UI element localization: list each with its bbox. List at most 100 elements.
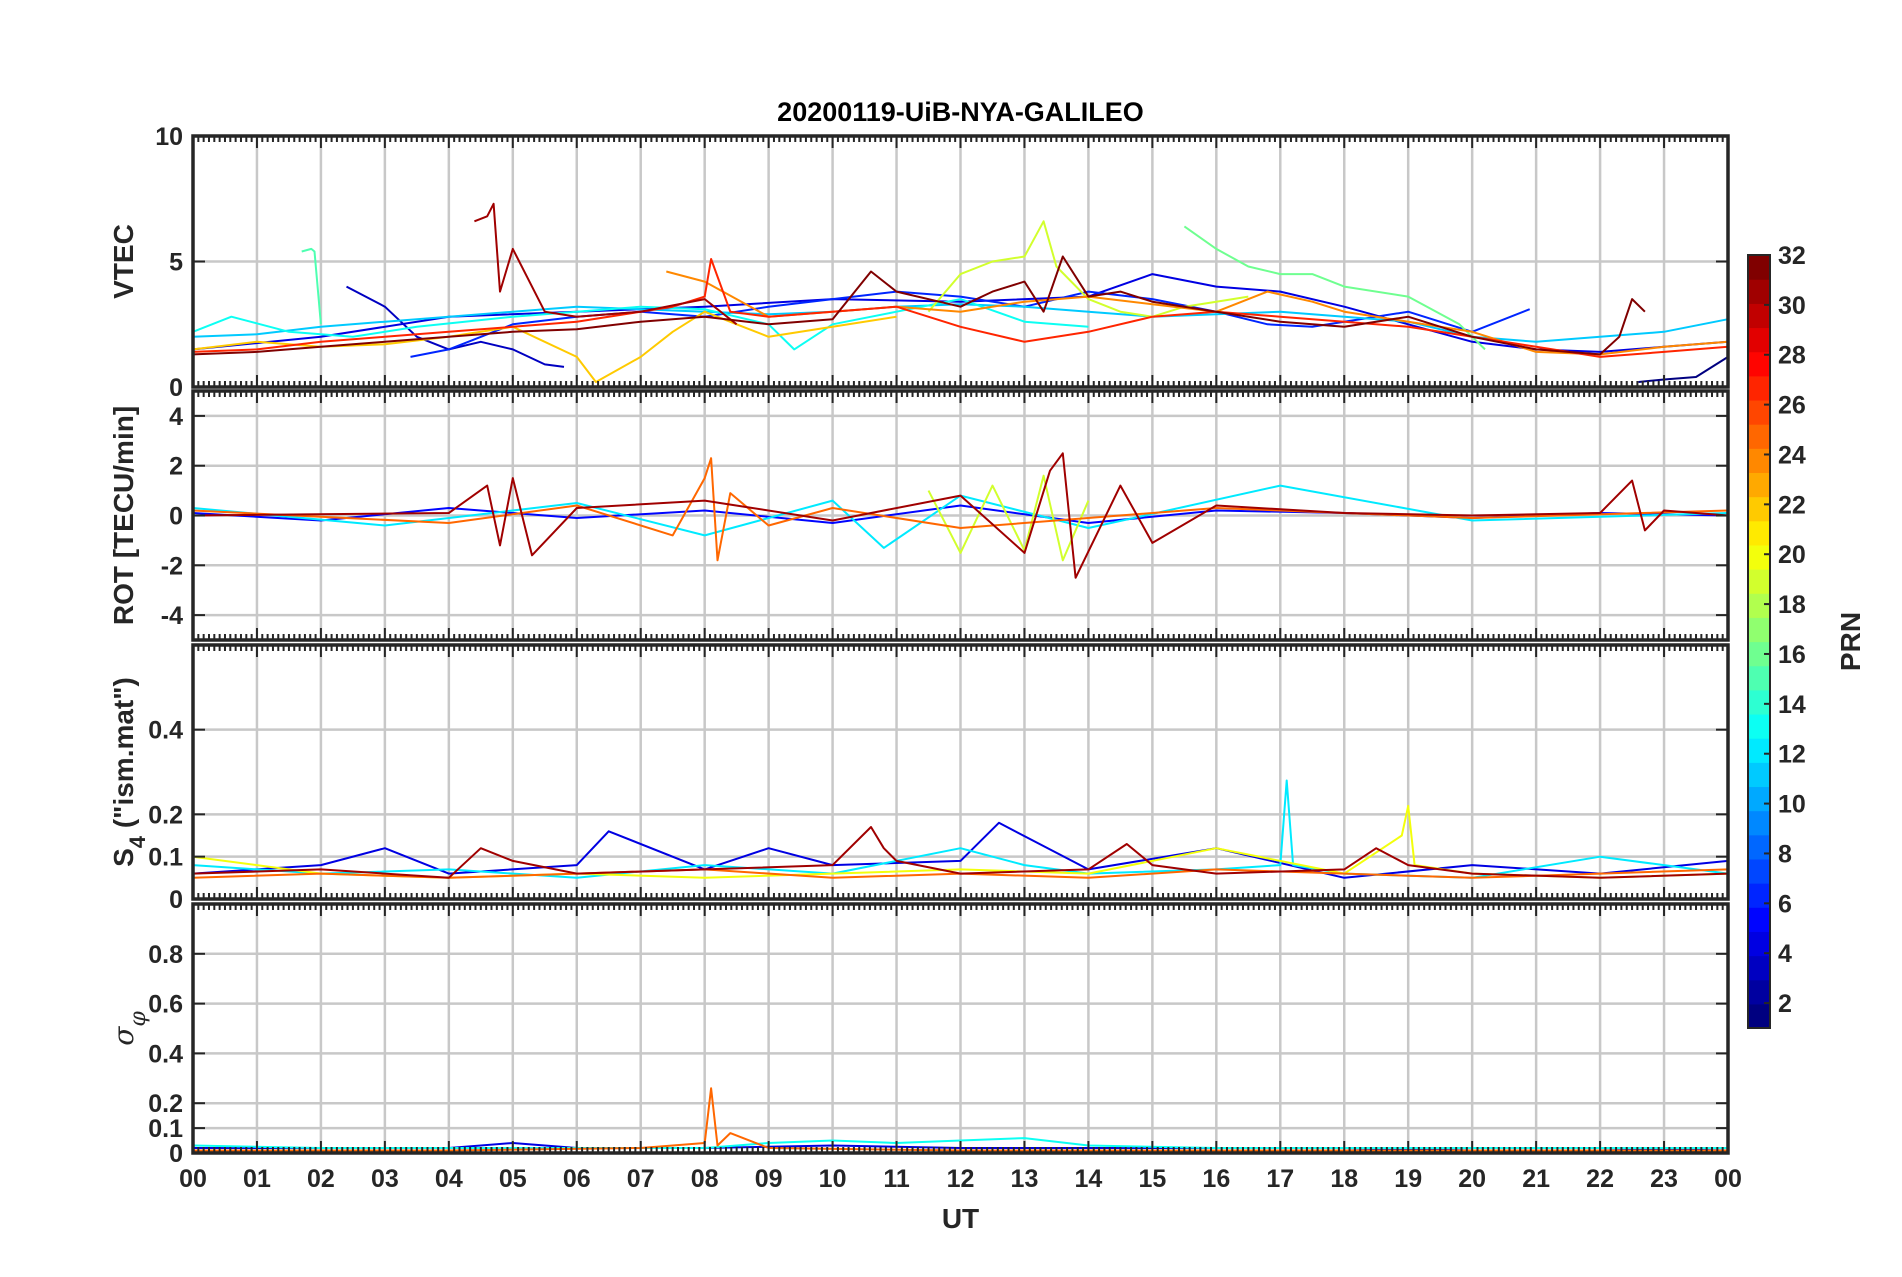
colorbar-segment: [1748, 907, 1770, 932]
colorbar-tick-label: 14: [1778, 691, 1806, 719]
series-prn-31: [192, 826, 1729, 879]
colorbar-tick-label: 18: [1778, 591, 1806, 619]
x-tick-label: 06: [563, 1165, 591, 1193]
colorbar-segment: [1748, 327, 1770, 353]
x-tick-label: 18: [1330, 1165, 1358, 1193]
y-axis-label-main: σ: [107, 1026, 140, 1046]
colorbar-segment: [1748, 858, 1770, 884]
y-tick-label: -2: [161, 552, 183, 580]
x-tick-label: 16: [1202, 1165, 1230, 1193]
series-prn-31: [192, 452, 1729, 579]
y-axis-label-s4: S4 ("ism.mat"): [108, 677, 150, 867]
x-tick-label: 08: [691, 1165, 719, 1193]
y-axis-label-rest: ("ism.mat"): [108, 677, 139, 836]
colorbar-tick-label: 8: [1778, 840, 1792, 868]
x-tick-label: 12: [947, 1165, 975, 1193]
y-tick-label: 0.6: [148, 991, 183, 1019]
colorbar-segment: [1748, 399, 1770, 425]
x-tick-label: 00: [1714, 1165, 1742, 1193]
colorbar-segment: [1748, 931, 1770, 957]
colorbar-segment: [1748, 810, 1770, 836]
colorbar-segment: [1748, 883, 1770, 908]
colorbar-segment: [1748, 738, 1770, 763]
colorbar-segment: [1748, 955, 1770, 981]
y-tick-label: 10: [155, 123, 183, 151]
colorbar-segment: [1748, 424, 1770, 449]
y-tick-label: 0: [169, 374, 183, 402]
series-prn-19: [927, 474, 1090, 562]
y-axis-label-main: S: [108, 848, 139, 867]
colorbar-label: PRN: [1835, 612, 1866, 671]
colorbar-segment: [1748, 713, 1770, 739]
x-tick-label: 11: [883, 1165, 910, 1193]
series-prn-13: [192, 298, 1089, 351]
x-tick-label: 15: [1138, 1165, 1166, 1193]
x-axis-label: UT: [942, 1203, 979, 1234]
colorbar-segment: [1748, 472, 1770, 498]
colorbar-segment: [1748, 375, 1770, 401]
series-prn-32: [192, 255, 1646, 356]
x-tick-label: 14: [1075, 1165, 1103, 1193]
colorbar-segment: [1748, 617, 1770, 643]
colorbar-segment: [1748, 593, 1770, 618]
series-prn-25: [192, 457, 1729, 562]
y-tick-label: 0.8: [148, 941, 183, 969]
series-prn-3: [346, 285, 565, 368]
colorbar-segment: [1748, 351, 1770, 377]
x-tick-labels: 00 01 02 03 04 05 06 07 08 09 10 11 12 13 14 15 16 17 18 19…: [179, 1165, 1742, 1193]
colorbar-tick-label: 10: [1778, 791, 1806, 819]
colorbar-tick-label: 32: [1778, 242, 1806, 270]
y-tick-label: 4: [169, 403, 183, 431]
colorbar-segment: [1748, 448, 1770, 474]
panel-rot: -4 -2 0 2 4 ROT [TECU/min]: [108, 389, 1730, 642]
colorbar-tick-label: 4: [1778, 940, 1792, 968]
colorbar-tick-label: 16: [1778, 641, 1806, 669]
colorbar-segment: [1748, 786, 1770, 812]
y-tick-label: 0.2: [148, 801, 183, 829]
x-tick-label: 23: [1650, 1165, 1678, 1193]
colorbar-segment: [1748, 665, 1770, 691]
y-tick-label: 0.4: [148, 1040, 183, 1068]
y-tick-label: 0: [169, 886, 183, 914]
y-tick-label: 0.1: [148, 1115, 183, 1143]
x-tick-label: 10: [819, 1165, 847, 1193]
x-tick-label: 13: [1011, 1165, 1039, 1193]
y-axis-label-sub: φ: [126, 1011, 151, 1027]
colorbar-tick-label: 2: [1778, 990, 1792, 1018]
y-axis-label-rot: ROT [TECU/min]: [108, 406, 139, 625]
colorbar-tick-label: 6: [1778, 890, 1792, 918]
colorbar-tick-label: 28: [1778, 342, 1806, 370]
colorbar-tick-label: 26: [1778, 392, 1806, 420]
colorbar-tick-label: 24: [1778, 441, 1806, 469]
colorbar-segment: [1748, 279, 1770, 304]
y-axis-label-vtec: VTEC: [108, 224, 139, 299]
x-tick-label: 05: [499, 1165, 527, 1193]
y-tick-label: 2: [169, 453, 183, 481]
x-tick-label: 22: [1586, 1165, 1614, 1193]
x-tick-label: 20: [1458, 1165, 1486, 1193]
panel-s4: 00.10.20.4S4 ("ism.mat"): [108, 643, 1730, 914]
colorbar-tick-label: 22: [1778, 491, 1806, 519]
colorbar-segment: [1748, 979, 1770, 1005]
colorbar-segment: [1748, 641, 1770, 667]
colorbar-segment: [1748, 255, 1770, 280]
colorbar-tick-label: 12: [1778, 741, 1806, 769]
colorbar-segment: [1748, 762, 1770, 788]
x-tick-label: 07: [627, 1165, 655, 1193]
colorbar-segment: [1748, 834, 1770, 860]
panel-vtec: 0 5 10 VTEC: [108, 123, 1730, 402]
series-prn-12: [192, 484, 1729, 549]
y-axis-label-sigma_phi: σφ: [107, 1011, 151, 1046]
colorbar-segment: [1748, 569, 1770, 594]
y-tick-label: 0.2: [148, 1090, 183, 1118]
series-prn-1: [1638, 356, 1729, 383]
colorbar-segment: [1748, 496, 1770, 522]
colorbar-segment: [1748, 689, 1770, 715]
series-prn-15: [301, 247, 322, 325]
y-tick-label: -4: [161, 602, 183, 630]
y-tick-label: 0.1: [148, 844, 183, 872]
y-tick-label: 0: [169, 503, 183, 531]
colorbar-tick-label: 30: [1778, 292, 1806, 320]
